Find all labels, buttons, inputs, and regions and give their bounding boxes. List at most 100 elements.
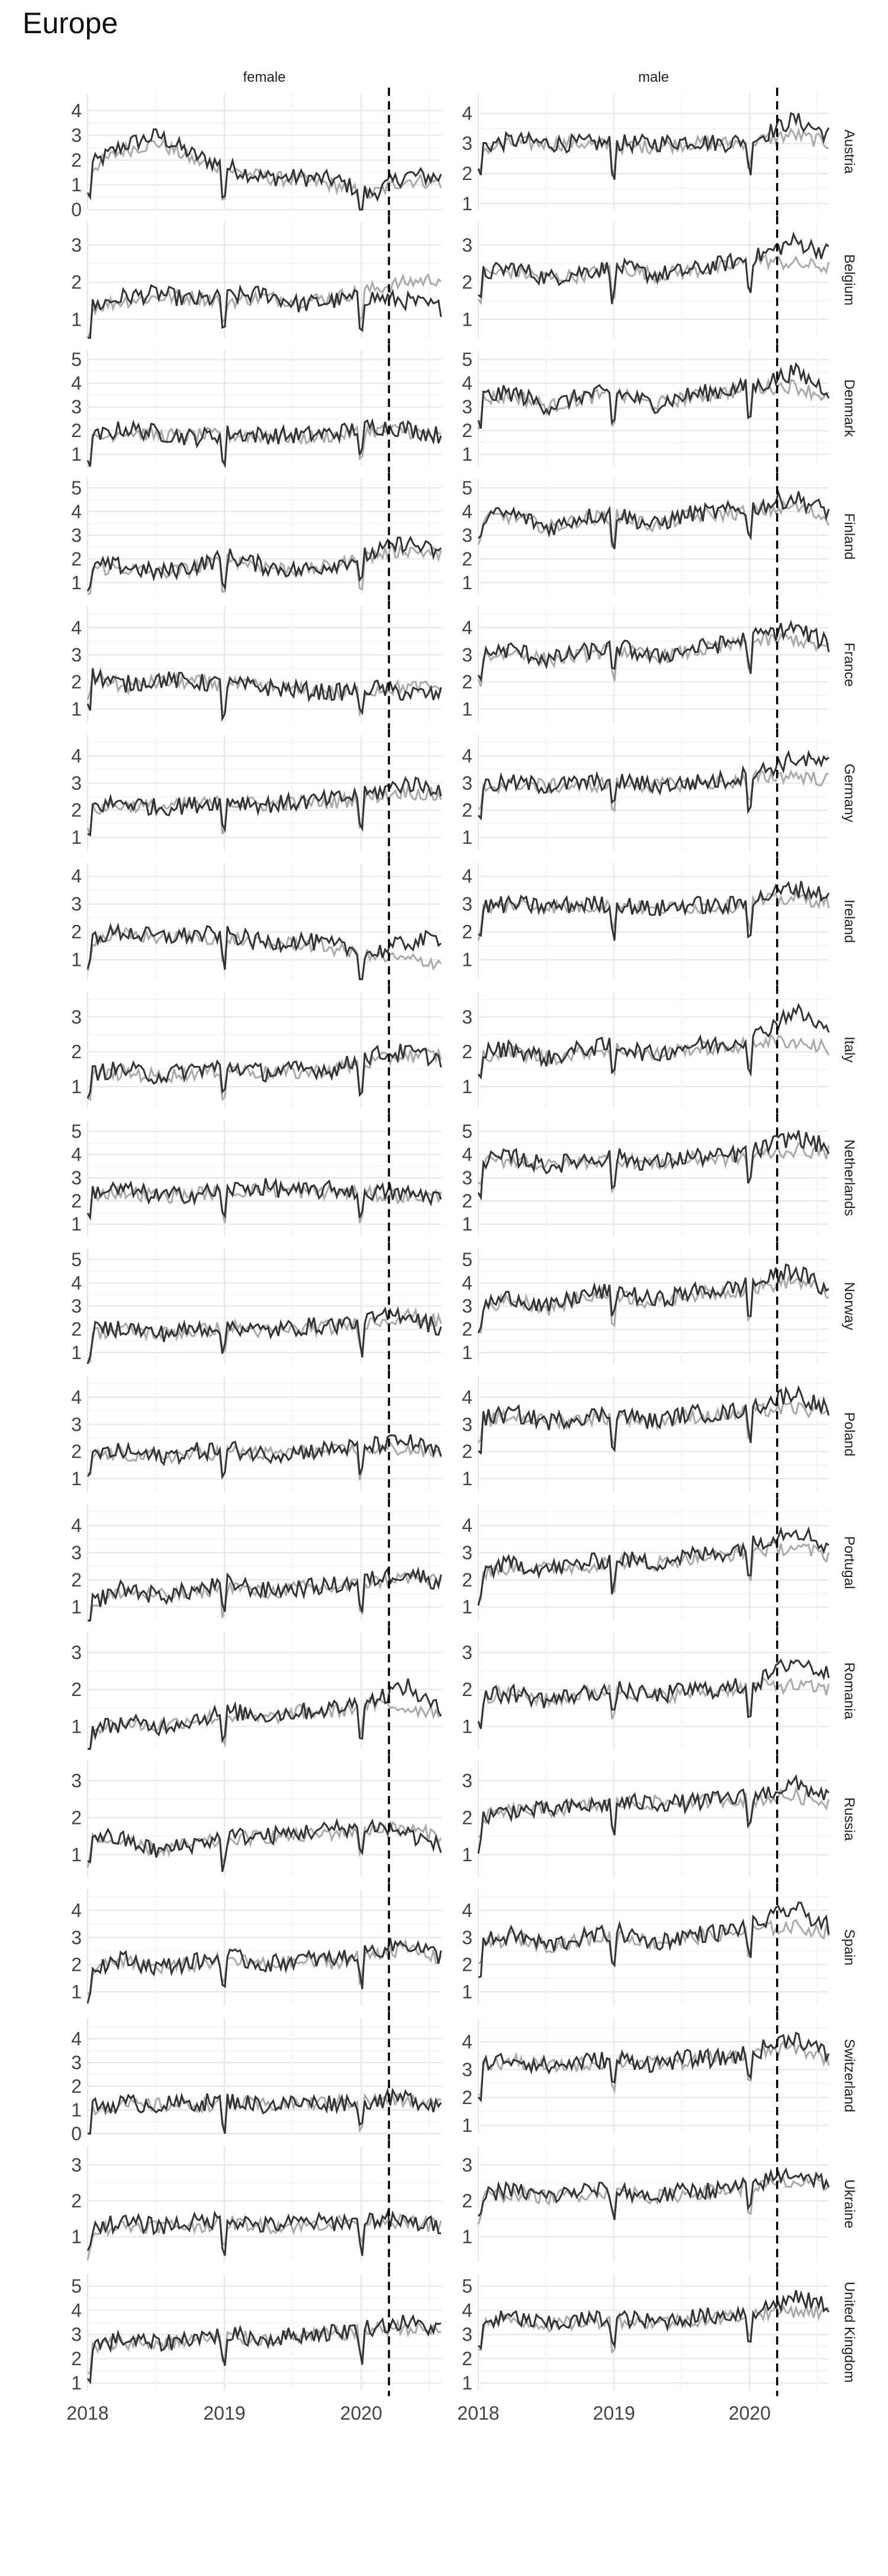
- y-tick-label-finland-male: 4: [462, 501, 472, 522]
- facet-row-label-united-kingdom: United Kingdom: [841, 2282, 857, 2383]
- y-tick-label-russia-female: 1: [71, 1844, 82, 1865]
- y-tick-label-norway-male: 4: [462, 1272, 472, 1293]
- y-tick-label-united-kingdom-male: 1: [462, 2372, 472, 2394]
- y-tick-label-belgium-male: 2: [462, 272, 472, 293]
- y-tick-label-france-female: 1: [71, 698, 82, 720]
- y-tick-label-spain-female: 1: [71, 1981, 82, 2002]
- series-light-ireland-male: [477, 888, 830, 941]
- y-tick-label-romania-female: 2: [71, 1679, 82, 1700]
- y-tick-label-finland-male: 2: [462, 548, 472, 570]
- y-tick-label-norway-female: 5: [71, 1249, 82, 1270]
- x-tick-label-male: 2018: [457, 2402, 499, 2424]
- facet-row-label-belgium: Belgium: [841, 254, 857, 306]
- y-tick-label-united-kingdom-female: 4: [71, 2299, 82, 2321]
- y-tick-label-ireland-female: 1: [71, 949, 82, 971]
- series-light-france-male: [477, 632, 830, 687]
- y-tick-label-ukraine-male: 2: [462, 2190, 472, 2212]
- y-tick-label-ukraine-male: 3: [462, 2154, 472, 2176]
- series-dark-poland-male: [478, 1385, 830, 1455]
- y-tick-label-netherlands-male: 4: [462, 1144, 472, 1165]
- series-dark-austria-male: [477, 112, 830, 180]
- y-tick-label-romania-female: 3: [71, 1642, 82, 1663]
- y-tick-label-russia-female: 2: [71, 1807, 82, 1829]
- y-tick-label-germany-female: 4: [71, 746, 82, 767]
- y-tick-label-norway-male: 2: [462, 1319, 472, 1340]
- facet-row-label-denmark: Denmark: [841, 380, 857, 438]
- y-tick-label-poland-male: 3: [462, 1414, 472, 1435]
- y-tick-label-romania-male: 2: [462, 1679, 472, 1700]
- y-tick-label-ireland-male: 4: [462, 866, 472, 887]
- y-tick-label-italy-male: 3: [462, 1006, 472, 1027]
- y-tick-label-netherlands-male: 1: [462, 1213, 472, 1235]
- y-tick-label-denmark-male: 4: [462, 372, 472, 394]
- y-tick-label-denmark-male: 3: [462, 396, 472, 417]
- series-light-belgium-male: [477, 253, 830, 306]
- y-tick-label-spain-female: 3: [71, 1927, 82, 1948]
- facet-row-label-italy: Italy: [841, 1036, 857, 1062]
- y-tick-label-poland-female: 2: [71, 1441, 82, 1462]
- y-tick-label-italy-male: 2: [462, 1041, 472, 1062]
- y-tick-label-ukraine-female: 3: [71, 2154, 82, 2176]
- y-tick-label-belgium-male: 1: [462, 309, 472, 330]
- y-tick-label-finland-female: 4: [71, 501, 82, 522]
- y-tick-label-austria-female: 1: [71, 174, 82, 195]
- series-dark-france-male: [477, 619, 830, 683]
- facet-row-label-russia: Russia: [841, 1797, 857, 1841]
- series-dark-switzerland-male: [477, 2031, 830, 2103]
- y-tick-label-norway-male: 1: [462, 1342, 472, 1363]
- y-tick-label-poland-female: 1: [71, 1468, 82, 1489]
- series-dark-united-kingdom-male: [477, 2290, 830, 2350]
- y-tick-label-russia-male: 2: [462, 1807, 472, 1829]
- y-tick-label-russia-male: 3: [462, 1770, 472, 1791]
- series-light-austria-male: [478, 127, 829, 177]
- series-dark-switzerland-female: [88, 2087, 442, 2135]
- y-tick-label-denmark-female: 1: [71, 444, 82, 465]
- y-tick-label-germany-female: 3: [71, 772, 82, 794]
- series-dark-austria-female: [86, 128, 442, 211]
- y-tick-label-portugal-female: 1: [71, 1597, 82, 1618]
- y-tick-label-ireland-male: 3: [462, 894, 472, 915]
- y-tick-label-france-male: 3: [462, 644, 472, 666]
- y-tick-label-denmark-female: 3: [71, 396, 82, 417]
- y-tick-label-austria-female: 4: [71, 100, 82, 121]
- x-tick-label-female: 2018: [66, 2402, 108, 2424]
- y-tick-label-switzerland-female: 2: [71, 2076, 82, 2097]
- chart-title: Europe: [22, 7, 118, 40]
- y-tick-label-france-female: 2: [71, 672, 82, 693]
- y-tick-label-ukraine-female: 1: [71, 2226, 82, 2247]
- series-dark-belgium-male: [478, 231, 829, 304]
- y-tick-label-romania-female: 1: [71, 1716, 82, 1737]
- y-tick-label-united-kingdom-female: 2: [71, 2348, 82, 2369]
- series-light-russia-female: [86, 1820, 442, 1868]
- facet-column-label-female: female: [243, 69, 285, 85]
- y-tick-label-norway-female: 2: [71, 1319, 82, 1340]
- facet-row-label-austria: Austria: [841, 130, 857, 174]
- y-tick-label-netherlands-female: 5: [71, 1121, 82, 1142]
- facet-row-label-spain: Spain: [841, 1929, 857, 1965]
- series-dark-romania-female: [88, 1678, 442, 1750]
- facet-column-label-male: male: [638, 69, 669, 85]
- y-tick-label-germany-female: 1: [71, 827, 82, 848]
- y-tick-label-spain-female: 4: [71, 1900, 82, 1921]
- y-tick-label-finland-female: 5: [71, 477, 82, 499]
- y-tick-label-portugal-male: 1: [462, 1597, 472, 1618]
- series-dark-norway-male: [477, 1263, 829, 1334]
- facet-row-label-poland: Poland: [841, 1412, 857, 1457]
- y-tick-label-ireland-female: 4: [71, 866, 82, 887]
- y-tick-label-ireland-female: 2: [71, 921, 82, 943]
- series-light-belgium-female: [86, 272, 442, 339]
- series-dark-netherlands-male: [477, 1130, 830, 1201]
- y-tick-label-united-kingdom-female: 3: [71, 2324, 82, 2345]
- x-tick-label-female: 2019: [203, 2402, 245, 2424]
- y-tick-label-germany-female: 2: [71, 799, 82, 821]
- y-tick-label-russia-female: 3: [71, 1770, 82, 1791]
- series-dark-romania-male: [477, 1658, 830, 1729]
- y-tick-label-netherlands-male: 2: [462, 1190, 472, 1212]
- facet-row-label-finland: Finland: [841, 513, 857, 560]
- y-tick-label-poland-male: 1: [462, 1468, 472, 1489]
- y-tick-label-romania-male: 3: [462, 1642, 472, 1663]
- y-tick-label-portugal-female: 3: [71, 1542, 82, 1563]
- y-tick-label-switzerland-female: 1: [71, 2099, 82, 2121]
- series-dark-denmark-female: [86, 417, 442, 469]
- y-tick-label-austria-female: 2: [71, 149, 82, 171]
